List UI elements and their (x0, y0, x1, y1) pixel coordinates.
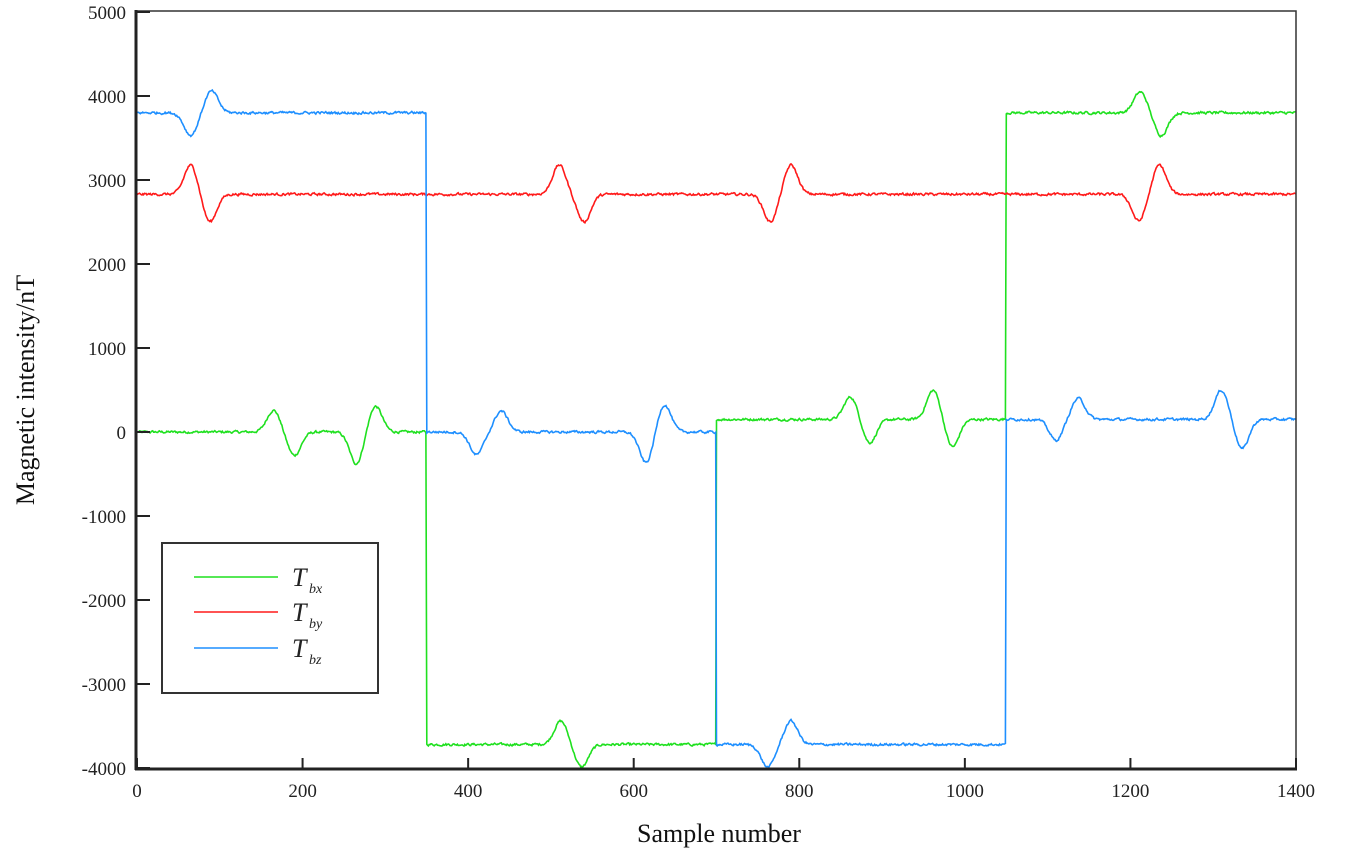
x-axis-label: Sample number (637, 819, 801, 848)
series-line-tbx (136, 90, 1297, 769)
series-line-tbz (136, 88, 1297, 770)
y-tick-label: 5000 (88, 3, 126, 24)
y-tick-label: 1000 (88, 339, 126, 360)
y-tick-label: -3000 (82, 675, 126, 696)
y-axis-label: Magnetic intensity/nT (11, 275, 40, 505)
series-line-tby (136, 162, 1297, 225)
y-tick-label: 3000 (88, 171, 126, 192)
y-tick-label: -4000 (82, 759, 126, 780)
x-tick-label: 1200 (1111, 781, 1149, 802)
legend-label-main: T (292, 634, 308, 663)
legend-label-sub: by (309, 617, 323, 632)
x-tick-label: 200 (288, 781, 317, 802)
y-ticks: 5000 4000 3000 2000 1000 0 -1000 -2000 -3000 -400… (82, 3, 150, 780)
x-tick-label: 800 (785, 781, 814, 802)
legend-label-sub: bz (309, 653, 322, 668)
x-tick-label: 1400 (1277, 781, 1315, 802)
legend-label-sub: bx (309, 582, 323, 597)
x-tick-label: 0 (132, 781, 142, 802)
y-tick-label: -2000 (82, 591, 126, 612)
y-tick-label: 0 (117, 423, 127, 444)
x-ticks: 0 200 400 600 800 1000 1200 1400 (132, 758, 1315, 802)
x-tick-label: 1000 (946, 781, 984, 802)
series-layer (136, 88, 1297, 770)
x-tick-label: 600 (619, 781, 648, 802)
y-tick-label: 2000 (88, 255, 126, 276)
x-tick-label: 400 (454, 781, 483, 802)
y-tick-label: -1000 (82, 507, 126, 528)
legend-box (161, 542, 379, 694)
legend-label-main: T (292, 563, 308, 592)
y-tick-label: 4000 (88, 87, 126, 108)
legend-label-main: T (292, 598, 308, 627)
